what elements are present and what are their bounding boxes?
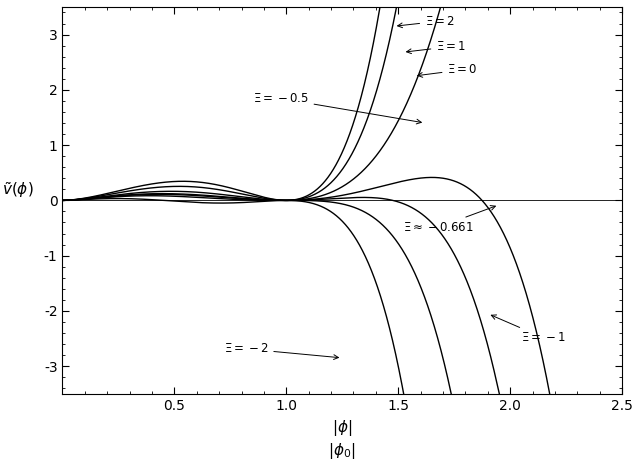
Text: $\Xi=1$: $\Xi=1$ (406, 40, 467, 54)
Text: $\Xi=-1$: $\Xi=-1$ (492, 315, 566, 344)
Text: $\Xi=2$: $\Xi=2$ (397, 15, 455, 28)
X-axis label: $|\phi|$
$|\phi_0|$: $|\phi|$ $|\phi_0|$ (328, 418, 356, 461)
Text: $\Xi=0$: $\Xi=0$ (418, 63, 478, 77)
Text: $\Xi=-2$: $\Xi=-2$ (223, 343, 339, 359)
Text: $\Xi=-0.5$: $\Xi=-0.5$ (253, 92, 421, 124)
Text: $\Xi\approx-0.661$: $\Xi\approx-0.661$ (403, 205, 495, 234)
Y-axis label: $\tilde{v}(\phi)$: $\tilde{v}(\phi)$ (2, 181, 33, 200)
